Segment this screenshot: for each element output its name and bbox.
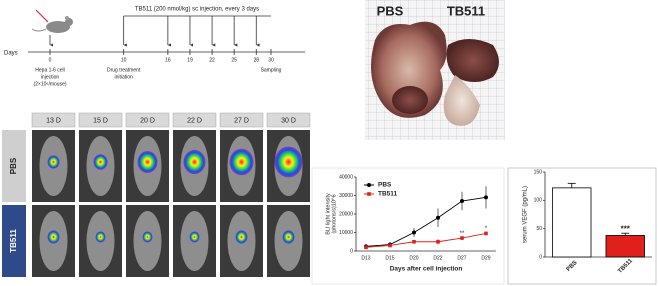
x-tick-label: D27 xyxy=(457,255,466,261)
annotation: * xyxy=(485,226,488,232)
marker xyxy=(436,215,440,220)
row-header xyxy=(2,205,26,277)
column-header xyxy=(172,112,217,128)
column-label: 20 D xyxy=(140,117,155,124)
marker xyxy=(460,199,464,204)
marker xyxy=(388,243,392,248)
x-tick-label: D15 xyxy=(385,255,394,261)
panel-frame xyxy=(311,167,505,285)
treatment-label: TB511 (200 nmol/kg) sc injection, every … xyxy=(135,7,259,13)
y-tick-label: 150 xyxy=(534,169,543,175)
legend-label: PBS xyxy=(378,182,392,189)
panel-frame xyxy=(507,167,657,285)
marker xyxy=(484,231,488,236)
y-axis-label: (photons/s)10^6 xyxy=(331,194,337,233)
event-label: (2×10⁶/mouse) xyxy=(33,81,66,87)
legend-marker xyxy=(367,183,371,187)
day-label: 10 xyxy=(121,57,127,63)
row-label: TB511 xyxy=(9,229,18,253)
y-tick-label: 40000 xyxy=(339,174,353,180)
bli-signal xyxy=(142,231,153,243)
event-label: Sampling xyxy=(261,67,282,73)
day-label: 0 xyxy=(49,57,52,63)
x-tick-label: TB511 xyxy=(617,258,634,275)
x-tick-label: D29 xyxy=(481,255,490,261)
mouse-icon xyxy=(31,9,73,33)
column-header xyxy=(266,112,311,128)
x-tick-label: D13 xyxy=(361,255,370,261)
column-label: 27 D xyxy=(234,117,249,124)
column-header xyxy=(78,112,123,128)
bli-signal xyxy=(183,149,206,175)
event-label: Drug treatment xyxy=(107,67,141,73)
bli-signal xyxy=(274,146,303,178)
bli-signal xyxy=(229,148,254,176)
column-label: 30 D xyxy=(281,117,296,124)
legend-marker xyxy=(367,192,371,196)
day-label: 19 xyxy=(187,57,193,63)
x-tick-label: D22 xyxy=(433,255,442,261)
day-label: 28 xyxy=(253,57,259,63)
bli-signal xyxy=(189,231,200,243)
legend-label: TB511 xyxy=(378,191,398,198)
x-tick-label: D20 xyxy=(409,255,418,261)
event-label: initiation xyxy=(114,74,133,80)
column-label: 22 D xyxy=(187,117,202,124)
marker xyxy=(412,230,416,235)
y-tick-label: 10000 xyxy=(339,230,353,236)
bli-signal xyxy=(282,230,295,244)
event-label: Hepa 1-6 cell xyxy=(35,67,64,73)
y-tick-label: 30000 xyxy=(339,193,353,199)
series-line xyxy=(365,232,487,248)
x-tick-label: PBS xyxy=(566,260,579,273)
x-axis-label: Days after cell injection xyxy=(390,266,463,273)
y-tick-label: 50 xyxy=(536,226,542,232)
photo-label: PBS xyxy=(377,3,404,18)
y-axis-label: BLI light intensity xyxy=(325,193,331,235)
annotation: *** xyxy=(621,224,631,233)
day-label: 16 xyxy=(165,57,171,63)
axis xyxy=(355,177,496,252)
marker xyxy=(460,236,464,240)
column-header xyxy=(125,112,170,128)
series-line xyxy=(365,196,487,247)
column-header xyxy=(219,112,264,128)
y-axis-label: serum VEGF (pg/mL) xyxy=(523,186,529,243)
y-tick-label: 0 xyxy=(350,248,353,254)
column-label: 15 D xyxy=(93,117,108,124)
day-label: 25 xyxy=(231,57,237,63)
row-header xyxy=(2,130,26,202)
event-label: injection xyxy=(41,74,60,80)
bli-signal xyxy=(47,155,60,169)
day-label: 22 xyxy=(209,57,215,63)
marker xyxy=(484,195,488,200)
y-tick-label: 20000 xyxy=(339,211,353,217)
row-label: PBS xyxy=(9,157,18,174)
bar xyxy=(552,187,592,258)
photo-label: TB511 xyxy=(447,3,485,18)
bli-signal xyxy=(93,154,108,170)
bli-signal xyxy=(95,231,106,243)
bli-signal xyxy=(235,230,248,244)
y-tick-label: 0 xyxy=(539,254,542,260)
bli-signal xyxy=(47,230,60,244)
bar xyxy=(605,235,645,258)
column-header xyxy=(31,112,76,128)
annotation: ** xyxy=(460,231,465,237)
marker xyxy=(436,239,440,244)
tumor-photo xyxy=(365,0,505,140)
y-tick-label: 100 xyxy=(534,198,543,204)
axis-label: Days xyxy=(4,51,18,57)
marker xyxy=(412,239,416,244)
bli-signal xyxy=(137,151,158,173)
marker xyxy=(364,245,368,250)
column-label: 13 D xyxy=(46,117,61,124)
day-label: 30 xyxy=(268,57,274,63)
